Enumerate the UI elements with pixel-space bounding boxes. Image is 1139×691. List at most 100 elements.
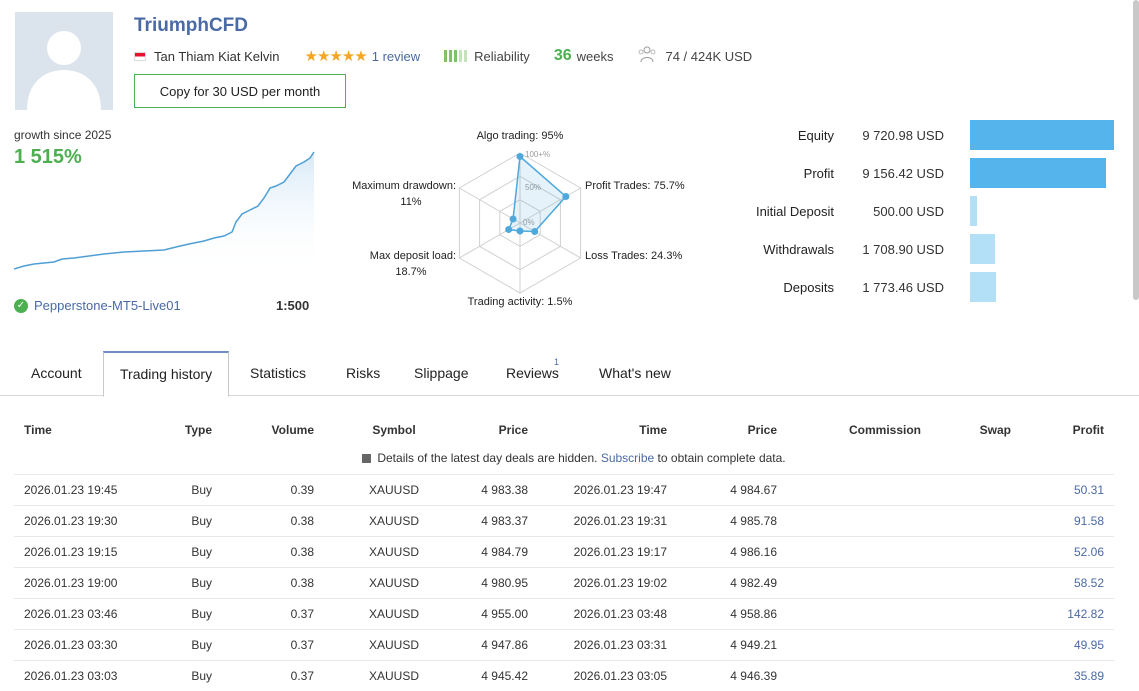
subscribers-icon [637,45,657,67]
radar-point-profit [562,193,570,201]
balance-label: Profit [803,165,834,181]
cell-time: 2026.01.23 19:15 [24,545,118,559]
cell-close-time: 2026.01.23 19:31 [573,514,667,528]
cell-open-price: 4 983.37 [481,514,528,528]
tab-bar: Account Trading history Statistics Risks… [0,351,1139,397]
balance-row-equity: Equity 9 720.98 USD [735,120,1114,150]
cell-commission [794,537,921,568]
cell-profit: 35.89 [1073,669,1104,683]
subscribe-link[interactable]: Subscribe [600,451,655,465]
growth-value: 1 515% [14,146,82,168]
tab-reviews[interactable]: Reviews 1 [506,357,560,381]
table-header: Time Type Volume Symbol Price Time Price Commis… [14,415,1114,446]
table-row[interactable]: 2026.01.23 19:45 Buy 0.39 XAUUSD 4 983.38 202… [14,474,1114,505]
tab-account[interactable]: Account [31,365,82,381]
balance-bar [970,158,1106,188]
table-row[interactable]: 2026.01.23 03:03 Buy 0.37 XAUUSD 4 945.42 202… [14,660,1114,691]
table-row[interactable]: 2026.01.23 19:30 Buy 0.38 XAUUSD 4 983.37 202… [14,505,1114,536]
cell-commission [794,506,921,537]
cell-close-price: 4 984.67 [730,483,777,497]
radar-axis-drawdown [459,187,521,224]
cell-type: Buy [191,483,212,497]
cell-symbol: XAUUSD [368,483,419,497]
cell-swap [934,537,1011,568]
radar-label-algo: Algo trading: 95% [476,130,564,142]
cell-commission [794,475,921,506]
cell-close-price: 4 986.16 [730,545,777,559]
cell-commission [794,630,921,661]
table-body: 2026.01.23 19:45 Buy 0.39 XAUUSD 4 983.38 202… [14,474,1114,691]
table-row[interactable]: 2026.01.23 19:00 Buy 0.38 XAUUSD 4 980.95 202… [14,567,1114,598]
radar-scale-50: 50% [525,183,541,192]
cell-swap [934,475,1011,506]
cell-open-price: 4 945.42 [481,669,528,683]
review-link[interactable]: 1 review [371,48,421,64]
balance-label: Equity [797,127,834,143]
cell-time: 2026.01.23 03:46 [24,607,118,621]
radar-scale-0: 0% [523,218,535,227]
cell-profit: 49.95 [1073,638,1104,652]
radar-chart: 100+% 50% 0% Algo trading: 95% Profit Trad… [330,125,710,315]
avatar [15,12,113,110]
page-title[interactable]: TriumphCFD [134,15,248,36]
author-meta: Tan Thiam Kiat Kelvin ★★★★★ 1 review Rel… [134,46,752,66]
radar-scale-100: 100+% [525,150,550,159]
radar-point-deposit [505,226,513,234]
cell-symbol: XAUUSD [368,514,419,528]
leverage: 1:500 [276,298,310,313]
cell-symbol: XAUUSD [368,607,419,621]
copy-button[interactable]: Copy for 30 USD per month [134,74,346,108]
author-name[interactable]: Tan Thiam Kiat Kelvin [154,48,280,64]
balance-row-deposits: Deposits 1 773.46 USD [735,272,996,302]
table-row[interactable]: 2026.01.23 03:46 Buy 0.37 XAUUSD 4 955.00 202… [14,598,1114,629]
cell-profit: 91.58 [1073,514,1104,528]
broker-server[interactable]: ✓ Pepperstone-MT5-Live01 [14,298,181,313]
weeks-label: weeks [576,48,614,64]
drawdown-label: Maximum drawdown: [352,180,456,192]
deposit-load-value: 18.7% [395,266,427,278]
scrollbar[interactable] [1133,0,1139,300]
tab-trading-history[interactable]: Trading history [103,351,230,397]
cell-profit: 58.52 [1073,576,1104,590]
cell-close-time: 2026.01.23 19:47 [573,483,667,497]
cell-type: Buy [191,545,212,559]
cell-volume: 0.38 [290,514,314,528]
tab-slippage[interactable]: Slippage [414,365,469,381]
cell-volume: 0.39 [290,483,314,497]
reliability-label: Reliability [474,48,530,64]
radar-axis-profit [519,187,581,224]
cell-type: Buy [191,638,212,652]
lock-icon [362,454,372,463]
column-header-commission: Commission [848,423,921,437]
cell-open-price: 4 947.86 [481,638,528,652]
cell-close-time: 2026.01.23 19:02 [573,576,667,590]
growth-chart[interactable] [14,148,316,274]
cell-symbol: XAUUSD [368,638,419,652]
cell-time: 2026.01.23 03:03 [24,669,118,683]
subscribers-count: 74 / 424K USD [665,48,753,64]
server-name[interactable]: Pepperstone-MT5-Live01 [34,298,181,313]
cell-commission [794,599,921,630]
table-row[interactable]: 2026.01.23 19:15 Buy 0.38 XAUUSD 4 984.79 202… [14,536,1114,567]
balance-value: 1 708.90 USD [862,241,944,257]
tab-risks[interactable]: Risks [346,365,381,381]
cell-close-price: 4 958.86 [730,607,777,621]
cell-commission [794,661,921,691]
cell-time: 2026.01.23 19:30 [24,514,118,528]
cell-close-time: 2026.01.23 03:48 [573,607,667,621]
cell-swap [934,568,1011,599]
cell-swap [934,661,1011,691]
balance-row-withdrawals: Withdrawals 1 708.90 USD [735,234,995,264]
cell-profit: 50.31 [1073,483,1104,497]
deposit-load-label: Max deposit load: [369,250,456,262]
tab-whats-new[interactable]: What's new [599,365,671,381]
cell-type: Buy [191,576,212,590]
growth-label: growth since 2025 [14,128,112,142]
balance-bar [970,196,977,226]
radar-label-loss-trades: Loss Trades: 24.3% [585,250,683,262]
cell-close-price: 4 982.49 [730,576,777,590]
cell-volume: 0.38 [290,545,314,559]
table-row[interactable]: 2026.01.23 03:30 Buy 0.37 XAUUSD 4 947.86 202… [14,629,1114,660]
notice-text: Details of the latest day deals are hidd… [377,451,598,465]
tab-statistics[interactable]: Statistics [250,365,307,381]
